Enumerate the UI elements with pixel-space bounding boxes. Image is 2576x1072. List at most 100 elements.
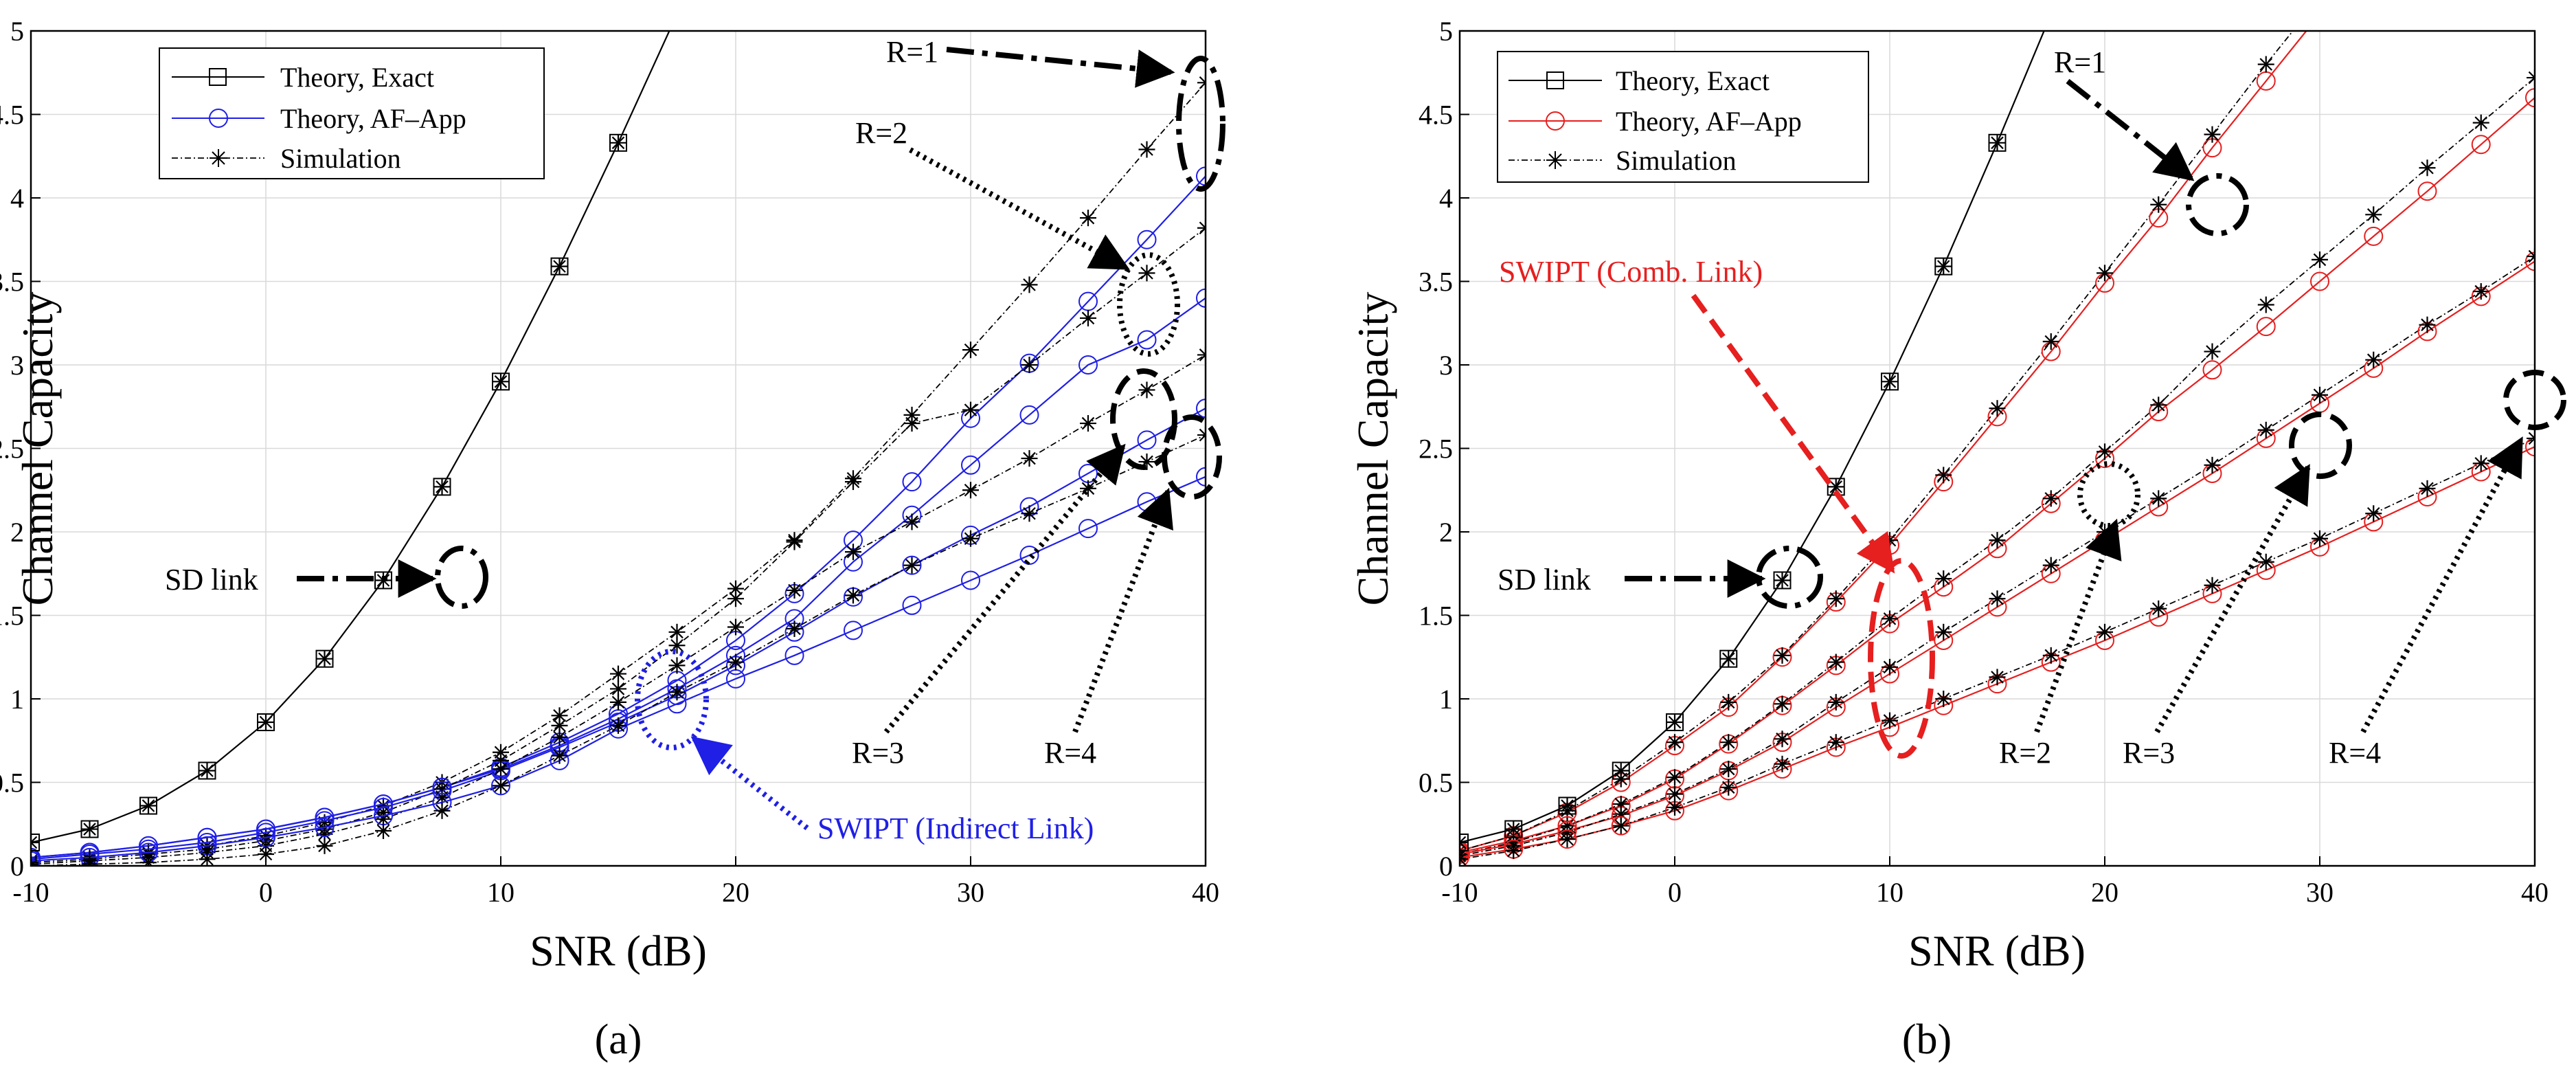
sim-point <box>2150 490 2167 507</box>
sim-point <box>2097 623 2113 640</box>
sim-point <box>1935 467 1952 484</box>
y-tick-label: 4.5 <box>0 100 24 131</box>
sim-point <box>2150 397 2167 414</box>
annot-b-sd-link: SD link <box>1498 563 1591 596</box>
app-point <box>2256 317 2276 337</box>
sim-point <box>1827 693 1844 711</box>
app-point <box>1078 519 1098 539</box>
sd-sim-point <box>1559 797 1576 814</box>
app-point <box>1137 430 1157 450</box>
exact-point <box>2043 6 2059 23</box>
sim-point <box>2312 530 2328 547</box>
app-point <box>2417 181 2437 201</box>
annot-b-swipt: SWIPT (Comb. Link) <box>1499 255 1763 289</box>
annot-b-r3: R=3 <box>2123 736 2175 770</box>
sd-sim-point <box>1460 834 1468 851</box>
sim-point <box>2204 577 2221 594</box>
series-sim-line-4 <box>1460 438 2535 860</box>
sd-sim-point <box>31 834 39 851</box>
sim-point <box>2042 557 2059 574</box>
sim-point <box>610 665 626 682</box>
sim-point <box>2257 56 2274 73</box>
sim-point <box>2527 248 2535 265</box>
sim-point <box>493 761 509 778</box>
annot-a-swipt-ellipse <box>635 649 709 750</box>
sim-point <box>1720 693 1737 711</box>
sim-point <box>727 654 744 671</box>
sim-point <box>786 582 803 599</box>
sd-sim-point <box>81 820 98 838</box>
annot-b-r4-ellipse <box>2503 370 2566 430</box>
sd-sim-point <box>610 134 626 151</box>
sim-point <box>2204 456 2221 473</box>
series-app-line-3 <box>1460 260 2535 856</box>
annot-a-sd-link-ellipse <box>435 546 488 609</box>
sim-point <box>1720 761 1737 778</box>
y-tick-label: 2 <box>10 517 24 548</box>
annot-b-r1-ellipse <box>2186 173 2249 236</box>
sim-point <box>1667 769 1683 786</box>
sim-point <box>845 544 861 561</box>
app-point <box>1557 829 1577 849</box>
app-point <box>2310 271 2329 291</box>
sim-point <box>2472 114 2489 131</box>
app-point <box>80 847 100 866</box>
sd-sim-point <box>551 258 568 275</box>
sim-point <box>1882 658 1898 675</box>
app-point <box>2471 135 2491 155</box>
sd-sim-point <box>1882 373 1898 390</box>
sim-point <box>668 684 686 701</box>
sim-point <box>1989 669 2006 686</box>
annot-a-r1: R=1 <box>886 35 938 69</box>
sim-point <box>199 851 216 866</box>
annot-a-r1-ellipse <box>1176 56 1225 192</box>
sim-point <box>81 856 98 866</box>
sim-point <box>668 623 686 640</box>
sim-point <box>1882 610 1898 627</box>
sim-point <box>1080 210 1096 227</box>
y-tick-label: 0.5 <box>0 768 24 799</box>
annot-b-sd-link-ellipse <box>1756 546 1823 609</box>
sd-sim-point <box>1667 714 1683 731</box>
annotations-b: R=1 R=2 R=3 R=4 SD link SWIPT (Comb. Lin… <box>1498 45 2566 770</box>
sd-sim-point <box>199 762 216 779</box>
ylabel-b: Channel Capacity <box>1348 292 1397 606</box>
sim-point <box>2097 265 2113 282</box>
app-point <box>2525 252 2535 271</box>
x-tick-label: 10 <box>1876 877 1903 908</box>
sim-point <box>316 837 333 854</box>
sim-point <box>2150 196 2167 213</box>
sim-point <box>2472 283 2489 300</box>
sd-sim-point <box>1774 572 1791 589</box>
sim-point <box>1774 730 1791 748</box>
sim-point <box>375 822 392 839</box>
sim-point <box>2312 251 2328 268</box>
app-point <box>1196 288 1206 308</box>
app-point <box>1611 816 1631 836</box>
app-point <box>2364 226 2384 246</box>
x-tick-label: 30 <box>957 877 984 908</box>
app-point <box>1196 467 1206 487</box>
legend-b-circle-marker <box>1546 111 1565 131</box>
sim-point <box>1774 695 1791 713</box>
sim-point <box>2257 421 2274 438</box>
y-tick-label: 3 <box>10 350 24 381</box>
sim-point <box>2365 351 2382 368</box>
annot-a-r3: R=3 <box>852 736 904 770</box>
annot-b-r1-arrow <box>2066 78 2195 181</box>
y-tick-label: 4.5 <box>1419 100 1453 131</box>
sim-point <box>668 657 686 674</box>
sim-point <box>1667 799 1683 816</box>
sim-point <box>551 747 568 764</box>
y-tick-label: 1 <box>1439 684 1453 715</box>
sd-sim-point <box>258 714 274 731</box>
sim-point <box>1612 817 1629 834</box>
annot-b-r2-arrow <box>2034 518 2122 733</box>
sim-point <box>668 637 686 654</box>
annot-a-r2-ellipse <box>1117 252 1180 357</box>
annot-a-r3-ellipse <box>1110 368 1177 470</box>
sim-point <box>845 473 861 491</box>
sim-point <box>962 342 979 359</box>
legend-a-item-0: Theory, Exact <box>280 62 434 93</box>
sim-point <box>1989 590 2006 607</box>
